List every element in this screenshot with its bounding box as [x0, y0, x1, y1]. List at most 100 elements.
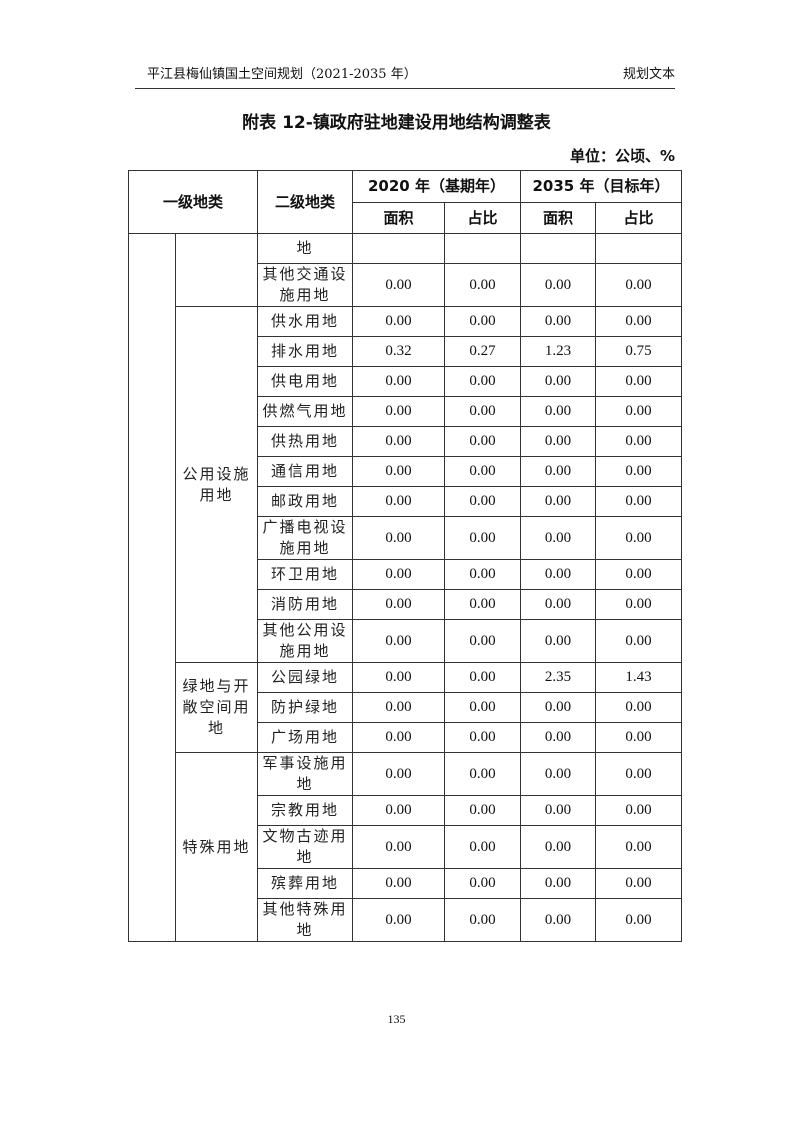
- table-row: 供热用地 0.00 0.00 0.00 0.00: [129, 426, 682, 457]
- subcategory-name: 其他公用设施用地: [257, 619, 353, 663]
- share-2035: 0.00: [595, 619, 682, 663]
- subcategory-name: 广场用地: [257, 722, 353, 753]
- share-2020: 0.00: [444, 263, 521, 307]
- area-2020: 0.00: [352, 752, 445, 796]
- subcategory-name: 殡葬用地: [257, 868, 353, 899]
- subcategory-name: 军事设施用地: [257, 752, 353, 796]
- area-2020: 0.00: [352, 692, 445, 723]
- share-2020: 0.00: [444, 396, 521, 427]
- table-row: 其他交通设施用地 0.00 0.00 0.00 0.00: [129, 263, 682, 307]
- area-2035: 0.00: [520, 619, 596, 663]
- share-2035: 0.00: [595, 722, 682, 753]
- area-2020: 0.00: [352, 662, 445, 693]
- unit-label: 单位：公顷、%: [569, 147, 675, 165]
- table-row: 绿地与开敞空间用地 公园绿地 0.00 0.00 2.35 1.43: [129, 662, 682, 753]
- share-2035: 0.00: [595, 898, 682, 942]
- area-2035: 0.00: [520, 486, 596, 517]
- area-2020: 0.32: [352, 336, 445, 367]
- page-number: 135: [387, 1012, 406, 1026]
- area-2035: 0.00: [520, 722, 596, 753]
- share-2020: 0.27: [444, 336, 521, 367]
- share-2035: 0.00: [595, 516, 682, 560]
- area-2035: [520, 233, 596, 264]
- area-2035: 0.00: [520, 868, 596, 899]
- subcategory-name: 供燃气用地: [257, 396, 353, 427]
- share-2020: 0.00: [444, 366, 521, 397]
- share-2020: [444, 233, 521, 264]
- subcategory-name: 供水用地: [257, 306, 353, 337]
- area-2020: 0.00: [352, 619, 445, 663]
- area-2035: 0.00: [520, 752, 596, 796]
- table-row: 殡葬用地 0.00 0.00 0.00 0.00: [129, 868, 682, 899]
- header-area: 面积: [352, 202, 445, 234]
- subcategory-name: 公园绿地: [257, 662, 353, 693]
- area-2020: [352, 233, 445, 264]
- share-2020: 0.00: [444, 662, 521, 693]
- area-2020: 0.00: [352, 722, 445, 753]
- area-2020: 0.00: [352, 516, 445, 560]
- header-level2: 二级地类: [257, 170, 353, 234]
- subcategory-name: 广播电视设施用地: [257, 516, 353, 560]
- share-2020: 0.00: [444, 306, 521, 337]
- share-2035: 0.00: [595, 692, 682, 723]
- land-use-table: 一级地类 二级地类 2020 年（基期年） 2035 年（目标年） 面积 占比 …: [128, 170, 682, 942]
- share-2020: 0.00: [444, 589, 521, 620]
- share-2020: 0.00: [444, 825, 521, 869]
- table-row: 特殊用地 军事设施用地 0.00 0.00 0.00 0.00: [129, 752, 682, 942]
- table-row: 广场用地 0.00 0.00 0.00 0.00: [129, 722, 682, 753]
- table-row: 其他公用设施用地 0.00 0.00 0.00 0.00: [129, 619, 682, 663]
- level2-group-cell: 绿地与开敞空间用地: [175, 662, 258, 753]
- area-2020: 0.00: [352, 589, 445, 620]
- share-2035: 0.00: [595, 456, 682, 487]
- share-2035: 0.00: [595, 366, 682, 397]
- area-2035: 0.00: [520, 516, 596, 560]
- area-2020: 0.00: [352, 795, 445, 826]
- area-2035: 0.00: [520, 825, 596, 869]
- share-2020: 0.00: [444, 795, 521, 826]
- table-row: 供燃气用地 0.00 0.00 0.00 0.00: [129, 396, 682, 427]
- area-2035: 0.00: [520, 589, 596, 620]
- share-2035: 0.00: [595, 589, 682, 620]
- share-2020: 0.00: [444, 692, 521, 723]
- header-level1: 一级地类: [128, 170, 258, 234]
- area-2035: 0.00: [520, 898, 596, 942]
- share-2020: 0.00: [444, 868, 521, 899]
- share-2035: 0.75: [595, 336, 682, 367]
- share-2020: 0.00: [444, 559, 521, 590]
- share-2035: 0.00: [595, 263, 682, 307]
- table-row: 邮政用地 0.00 0.00 0.00 0.00: [129, 486, 682, 517]
- area-2035: 0.00: [520, 263, 596, 307]
- area-2035: 0.00: [520, 692, 596, 723]
- area-2035: 0.00: [520, 456, 596, 487]
- table-row: 其他特殊用地 0.00 0.00 0.00 0.00: [129, 898, 682, 942]
- share-2020: 0.00: [444, 752, 521, 796]
- header-base-year: 2020 年（基期年）: [352, 170, 521, 203]
- share-2035: 0.00: [595, 486, 682, 517]
- subcategory-name: 地: [257, 233, 353, 264]
- share-2020: 0.00: [444, 898, 521, 942]
- level2-group-cell: [175, 233, 258, 307]
- share-2035: 0.00: [595, 306, 682, 337]
- header-share: 占比: [444, 202, 521, 234]
- subcategory-name: 排水用地: [257, 336, 353, 367]
- share-2020: 0.00: [444, 426, 521, 457]
- header-share: 占比: [595, 202, 682, 234]
- subcategory-name: 其他特殊用地: [257, 898, 353, 942]
- header-divider: [135, 88, 675, 89]
- area-2020: 0.00: [352, 306, 445, 337]
- area-2035: 0.00: [520, 559, 596, 590]
- share-2020: 0.00: [444, 456, 521, 487]
- share-2020: 0.00: [444, 722, 521, 753]
- table-row: 文物古迹用地 0.00 0.00 0.00 0.00: [129, 825, 682, 869]
- share-2020: 0.00: [444, 516, 521, 560]
- subcategory-name: 文物古迹用地: [257, 825, 353, 869]
- share-2035: 0.00: [595, 825, 682, 869]
- table-row: 防护绿地 0.00 0.00 0.00 0.00: [129, 692, 682, 723]
- share-2035: 0.00: [595, 426, 682, 457]
- area-2035: 0.00: [520, 795, 596, 826]
- table-row: 广播电视设施用地 0.00 0.00 0.00 0.00: [129, 516, 682, 560]
- subcategory-name: 供电用地: [257, 366, 353, 397]
- area-2035: 0.00: [520, 426, 596, 457]
- header-area: 面积: [520, 202, 596, 234]
- share-2020: 0.00: [444, 619, 521, 663]
